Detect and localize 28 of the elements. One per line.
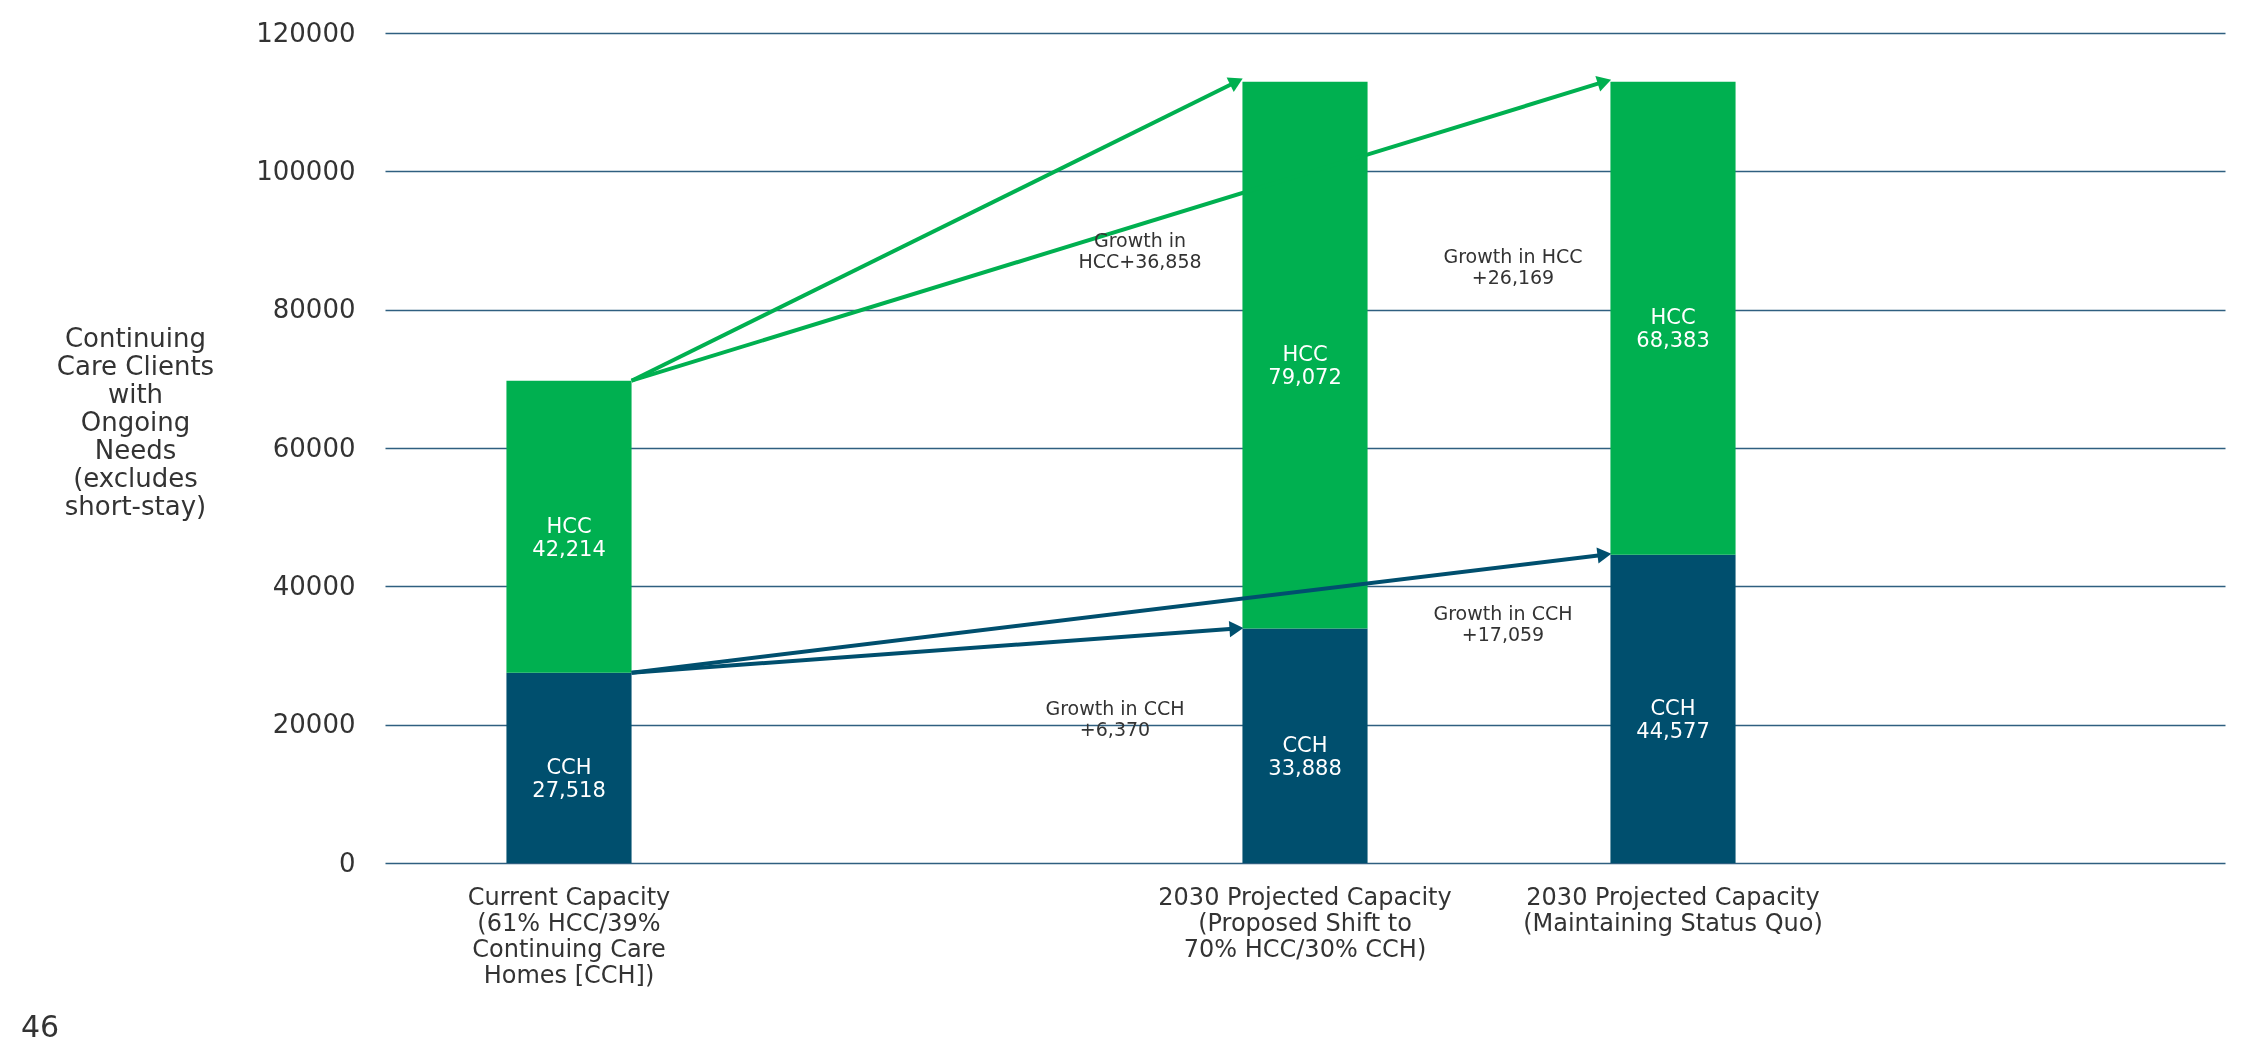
data-label: 27,518 — [532, 777, 606, 802]
annotation: Growth in HCC+36,858 — [1078, 228, 1202, 272]
data-label: 42,214 — [532, 536, 606, 561]
x-tick-label: 2030 Projected Capacity (Maintaining Status Quo) — [1523, 882, 1823, 937]
y-tick-label: 40000 — [272, 570, 356, 601]
data-label: 44,577 — [1636, 718, 1710, 743]
annotation: Growth in HCC +26,169 — [1443, 245, 1583, 289]
data-label: 79,072 — [1268, 365, 1342, 390]
text: CCH — [1650, 695, 1696, 720]
y-tick-label: 100000 — [256, 155, 356, 186]
x-tick-label: 2030 Projected Capacity (Proposed Shift to 70% HCC/30% CCH) — [1158, 882, 1452, 963]
y-tick-label: 20000 — [272, 709, 356, 740]
data-label: 33,888 — [1268, 755, 1342, 780]
y-tick-label: 0 — [338, 847, 356, 878]
series-label: HCC — [546, 513, 592, 538]
bar — [1610, 81, 1736, 555]
text: CCH — [1282, 732, 1328, 757]
text: HCC — [1282, 342, 1328, 367]
text: 46 — [20, 1009, 60, 1044]
y-tick-label: 80000 — [272, 294, 356, 325]
series-label: CCH — [546, 754, 592, 779]
x-tick-label: Current Capacity (61% HCC/39% Continuing Care Homes [CCH]) — [467, 882, 671, 989]
data-label: 68,383 — [1636, 328, 1710, 353]
y-axis-title: Continuing Care Clients with Ongoing Needs (excludes short-stay) — [56, 322, 215, 521]
text: HCC — [1650, 305, 1696, 330]
annotation: Growth in CCH +17,059 — [1433, 602, 1573, 645]
y-tick-label: 120000 — [256, 17, 356, 48]
y-tick-label: 60000 — [272, 432, 356, 463]
